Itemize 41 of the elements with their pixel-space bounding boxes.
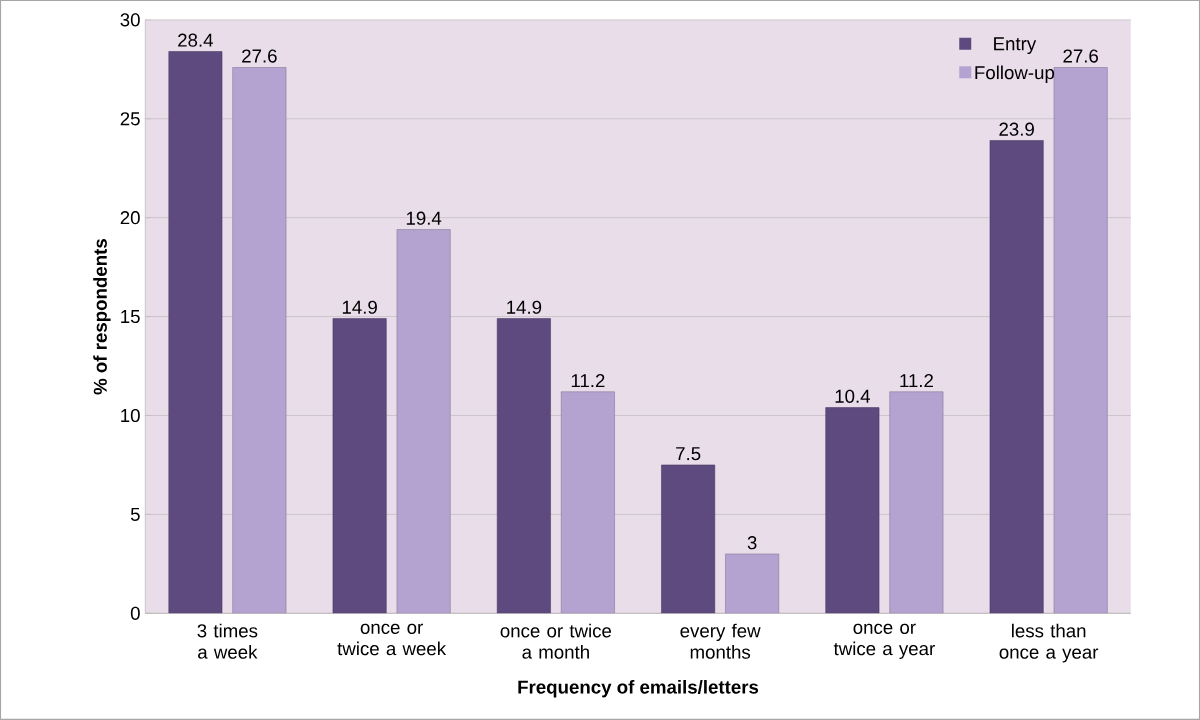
data-label: 27.6 (1063, 49, 1098, 63)
bar (989, 140, 1044, 614)
legend-label: Follow-up (975, 65, 1055, 83)
x-tick-label: once or twice a month (500, 623, 612, 659)
y-tick-label: 25 (120, 112, 140, 126)
bar (396, 229, 451, 614)
data-label: 14.9 (507, 300, 542, 314)
bar (168, 51, 223, 614)
data-label: 11.2 (571, 374, 605, 388)
x-tick-label: 3 times a week (197, 623, 258, 659)
data-label: 23.9 (999, 122, 1034, 136)
legend-label: Entry (994, 37, 1037, 55)
y-tick-label: 5 (130, 507, 140, 521)
bar (661, 464, 716, 614)
data-label: 28.4 (178, 33, 213, 47)
y-tick-label: 10 (121, 408, 140, 423)
y-tick-label: 15 (121, 310, 140, 324)
y-tick-label: 0 (130, 606, 140, 620)
bar (725, 553, 780, 614)
x-tick-label: once or twice a week (337, 623, 447, 656)
x-tick-label: less than once a year (999, 623, 1099, 663)
data-label: 11.2 (900, 374, 933, 388)
bar (560, 391, 615, 614)
y-axis-title: % of respondents (93, 239, 111, 395)
bar (889, 391, 944, 614)
bar (332, 318, 387, 614)
x-axis-title: Frequency of emails/letters (518, 680, 759, 698)
data-label: 27.6 (242, 49, 277, 63)
y-tick-label: 20 (120, 211, 140, 225)
x-tick-label: every few months (680, 623, 761, 659)
bar (1053, 67, 1108, 614)
data-label: 7.5 (676, 447, 701, 461)
bar (232, 67, 287, 614)
data-label: 10.4 (835, 389, 870, 403)
x-tick-label: once or twice a year (833, 623, 935, 660)
y-tick-label: 30 (120, 13, 140, 27)
data-label: 3 (747, 536, 757, 550)
data-label: 14.9 (342, 300, 377, 314)
bar (496, 318, 551, 614)
data-label: 19.4 (406, 211, 442, 225)
bar (825, 407, 880, 614)
